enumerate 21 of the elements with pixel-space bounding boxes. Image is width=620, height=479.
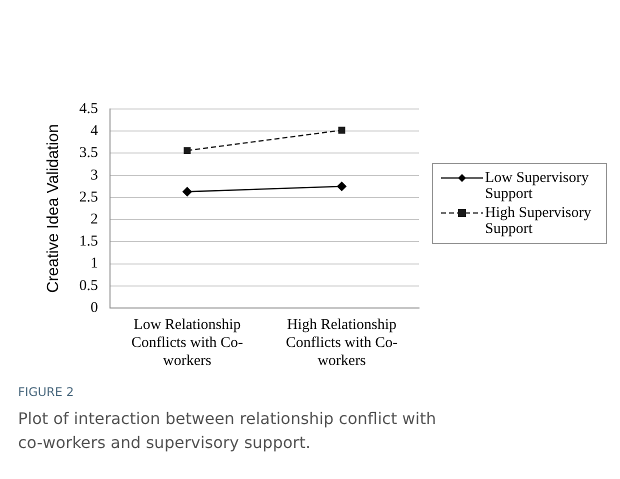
- y-tick-label: 3: [90, 167, 98, 184]
- caption: FIGURE 2: [18, 385, 75, 399]
- y-tick-label: 1.5: [79, 234, 98, 250]
- point: [338, 126, 346, 134]
- x-tick-label: High Relationship Conflicts with Co-workers: [286, 316, 398, 369]
- y-tick-label: 0: [90, 300, 98, 316]
- y-axis-title: Creative Idea Validation: [45, 124, 62, 293]
- y-tick-label: 1: [90, 256, 98, 272]
- y-tick-label: 4.5: [79, 100, 98, 117]
- x-tick-label: Low Relationship Conflicts with Co-workers: [131, 316, 244, 369]
- y-tick-label: 2: [90, 211, 98, 228]
- y-tick-label: 4: [90, 123, 98, 140]
- text: Plot of interaction between relationship conflict with co-workers and supervisory support.: [18, 408, 438, 454]
- y-tick-label: 2.5: [79, 189, 98, 206]
- point: [182, 187, 192, 196]
- y-tick-label: 0.5: [79, 278, 98, 294]
- legend-label: Low Supervisory Support: [485, 170, 590, 202]
- point: [184, 147, 191, 154]
- point: [337, 182, 346, 192]
- y-tick-label: 3.5: [79, 145, 98, 162]
- legend-label: High Supervisory Support: [485, 205, 592, 237]
